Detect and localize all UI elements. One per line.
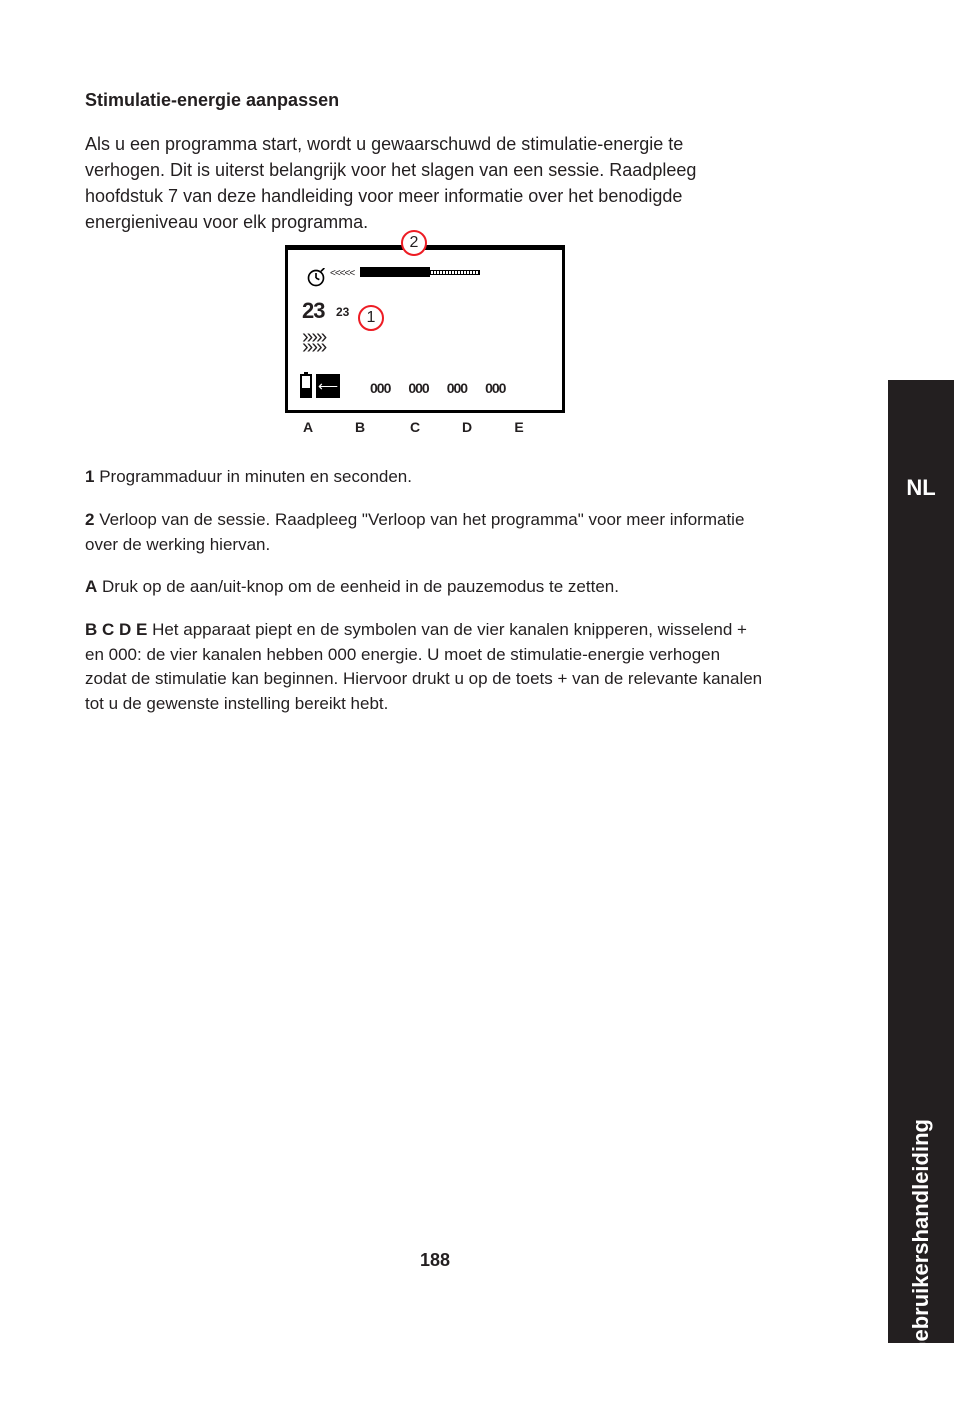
figure-legend: A B C D E: [285, 419, 575, 435]
channel-d-value: 000: [447, 380, 467, 396]
bottom-icon-row: ⟵: [300, 374, 340, 398]
device-screen: <<<<< 23 23 1 ›››››››››› ⟵ 000 000 000: [285, 245, 565, 413]
callout-1: 1: [358, 305, 384, 331]
def-bcde-lead: B C D E: [85, 620, 147, 639]
page-content: Stimulatie-energie aanpassen Als u een p…: [0, 0, 850, 717]
legend-b: B: [331, 419, 389, 435]
page-number: 188: [0, 1250, 870, 1271]
def-a-text: Druk op de aan/uit-knop om de eenheid in…: [97, 577, 619, 596]
battery-icon: [300, 374, 312, 398]
language-code: NL: [888, 475, 954, 501]
figure-container: 2 <<<<< 23 23 1 ››››››››››: [85, 245, 765, 435]
device-figure: 2 <<<<< 23 23 1 ››››››››››: [275, 245, 575, 435]
legend-d: D: [441, 419, 493, 435]
progress-bar: [360, 268, 480, 276]
channel-c-value: 000: [408, 380, 428, 396]
def-a-lead: A: [85, 577, 97, 596]
section-title: Stimulatie-energie aanpassen: [85, 90, 765, 111]
legend-c: C: [389, 419, 441, 435]
back-arrow-icon: ⟵: [316, 374, 340, 398]
legend-a: A: [285, 419, 331, 435]
definition-1: 1 Programmaduur in minuten en seconden.: [85, 465, 765, 490]
channel-b-value: 000: [370, 380, 390, 396]
wave-icon: ››››››››››: [302, 332, 325, 352]
clock-icon: [306, 268, 326, 288]
intro-paragraph: Als u een programma start, wordt u gewaa…: [85, 131, 765, 235]
def-1-text: Programmaduur in minuten en seconden.: [94, 467, 412, 486]
definition-a: A Druk op de aan/uit-knop om de eenheid …: [85, 575, 765, 600]
side-tab: NL One - Gebruikershandleiding: [888, 380, 954, 1343]
def-2-text: Verloop van de sessie. Raadpleeg "Verloo…: [85, 510, 744, 554]
channel-e-value: 000: [485, 380, 505, 396]
definition-list: 1 Programmaduur in minuten en seconden. …: [85, 465, 765, 716]
channel-values: 000 000 000 000: [370, 380, 505, 396]
def-bcde-text: Het apparaat piept en de symbolen van de…: [85, 620, 762, 713]
progress-filled: [360, 267, 430, 277]
definition-bcde: B C D E Het apparaat piept en de symbole…: [85, 618, 765, 717]
document-title: One - Gebruikershandleiding: [908, 1119, 934, 1421]
time-minutes: 23: [302, 298, 324, 324]
definition-2: 2 Verloop van de sessie. Raadpleeg "Verl…: [85, 508, 765, 557]
progress-remaining: [430, 270, 480, 275]
progress-start-marks: <<<<<: [330, 268, 354, 279]
time-seconds: 23: [336, 305, 349, 319]
legend-e: E: [493, 419, 545, 435]
